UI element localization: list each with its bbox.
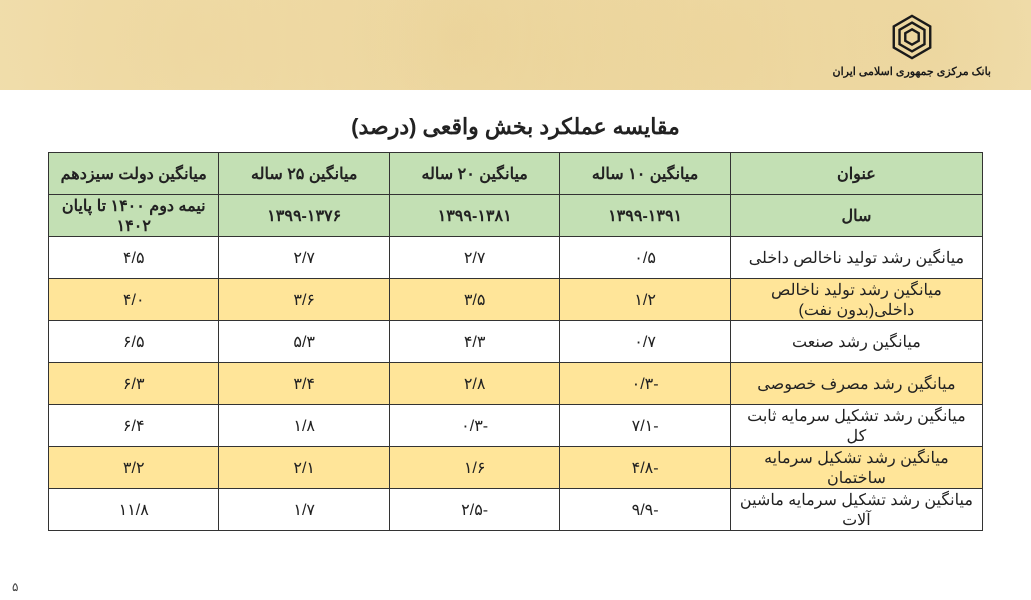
cell-avg25: ۲/۷ bbox=[219, 237, 389, 279]
cell-gov13: ۴/۰ bbox=[49, 279, 219, 321]
header-label: عنوان bbox=[730, 153, 982, 195]
cell-avg25: ۱/۸ bbox=[219, 405, 389, 447]
content: مقایسه عملکرد بخش واقعی (درصد) عنوان میا… bbox=[0, 90, 1031, 531]
logo-block: بانک مرکزی جمهوری اسلامی ایران bbox=[833, 13, 991, 78]
cell-avg10: -۹/۹ bbox=[560, 489, 730, 531]
table-row: میانگین رشد تشکیل سرمایه ساختمان -۴/۸ ۱/… bbox=[49, 447, 983, 489]
header-year-avg20: ۱۳۹۹-۱۳۸۱ bbox=[389, 195, 559, 237]
cell-avg25: ۳/۴ bbox=[219, 363, 389, 405]
cell-avg10: ۰/۷ bbox=[560, 321, 730, 363]
table-header-row-2: سال ۱۳۹۹-۱۳۹۱ ۱۳۹۹-۱۳۸۱ ۱۳۹۹-۱۳۷۶ نیمه د… bbox=[49, 195, 983, 237]
cell-gov13: ۶/۵ bbox=[49, 321, 219, 363]
row-label: میانگین رشد صنعت bbox=[730, 321, 982, 363]
cell-avg20: ۴/۳ bbox=[389, 321, 559, 363]
cell-avg10: -۴/۸ bbox=[560, 447, 730, 489]
cell-gov13: ۴/۵ bbox=[49, 237, 219, 279]
table-row: میانگین رشد مصرف خصوصی -۰/۳ ۲/۸ ۳/۴ ۶/۳ bbox=[49, 363, 983, 405]
cell-avg20: -۰/۳ bbox=[389, 405, 559, 447]
row-label: میانگین رشد تشکیل سرمایه ماشین آلات bbox=[730, 489, 982, 531]
table-header-row-1: عنوان میانگین ۱۰ ساله میانگین ۲۰ ساله می… bbox=[49, 153, 983, 195]
cell-gov13: ۱۱/۸ bbox=[49, 489, 219, 531]
row-label: میانگین رشد تولید ناخالص داخلی(بدون نفت) bbox=[730, 279, 982, 321]
row-label: میانگین رشد مصرف خصوصی bbox=[730, 363, 982, 405]
table-row: میانگین رشد تشکیل سرمایه ماشین آلات -۹/۹… bbox=[49, 489, 983, 531]
banner: بانک مرکزی جمهوری اسلامی ایران bbox=[0, 0, 1031, 90]
cell-avg10: -۰/۳ bbox=[560, 363, 730, 405]
table-row: میانگین رشد تشکیل سرمایه ثابت کل -۷/۱ -۰… bbox=[49, 405, 983, 447]
cell-gov13: ۶/۳ bbox=[49, 363, 219, 405]
table-row: میانگین رشد تولید ناخالص داخلی ۰/۵ ۲/۷ ۲… bbox=[49, 237, 983, 279]
cell-avg25: ۱/۷ bbox=[219, 489, 389, 531]
cell-avg25: ۲/۱ bbox=[219, 447, 389, 489]
cell-avg20: ۲/۷ bbox=[389, 237, 559, 279]
cell-avg10: ۰/۵ bbox=[560, 237, 730, 279]
cell-avg20: ۳/۵ bbox=[389, 279, 559, 321]
table-row: میانگین رشد صنعت ۰/۷ ۴/۳ ۵/۳ ۶/۵ bbox=[49, 321, 983, 363]
row-label: میانگین رشد تولید ناخالص داخلی bbox=[730, 237, 982, 279]
table-row: میانگین رشد تولید ناخالص داخلی(بدون نفت)… bbox=[49, 279, 983, 321]
page-number: ۵ bbox=[12, 580, 18, 594]
logo-label: بانک مرکزی جمهوری اسلامی ایران bbox=[833, 65, 991, 78]
header-gov13: میانگین دولت سیزدهم bbox=[49, 153, 219, 195]
cell-avg10: -۷/۱ bbox=[560, 405, 730, 447]
header-year-avg10: ۱۳۹۹-۱۳۹۱ bbox=[560, 195, 730, 237]
cell-avg25: ۳/۶ bbox=[219, 279, 389, 321]
cell-avg20: ۱/۶ bbox=[389, 447, 559, 489]
row-label: میانگین رشد تشکیل سرمایه ثابت کل bbox=[730, 405, 982, 447]
header-avg20: میانگین ۲۰ ساله bbox=[389, 153, 559, 195]
cell-avg25: ۵/۳ bbox=[219, 321, 389, 363]
cell-avg20: ۲/۸ bbox=[389, 363, 559, 405]
header-year-avg25: ۱۳۹۹-۱۳۷۶ bbox=[219, 195, 389, 237]
header-year-label: سال bbox=[730, 195, 982, 237]
cell-avg10: ۱/۲ bbox=[560, 279, 730, 321]
bank-logo-icon bbox=[888, 13, 936, 61]
cell-avg20: -۲/۵ bbox=[389, 489, 559, 531]
cell-gov13: ۳/۲ bbox=[49, 447, 219, 489]
cell-gov13: ۶/۴ bbox=[49, 405, 219, 447]
header-avg10: میانگین ۱۰ ساله bbox=[560, 153, 730, 195]
comparison-table: عنوان میانگین ۱۰ ساله میانگین ۲۰ ساله می… bbox=[48, 152, 983, 531]
page-title: مقایسه عملکرد بخش واقعی (درصد) bbox=[48, 114, 983, 140]
header-avg25: میانگین ۲۵ ساله bbox=[219, 153, 389, 195]
row-label: میانگین رشد تشکیل سرمایه ساختمان bbox=[730, 447, 982, 489]
header-year-gov13: نیمه دوم ۱۴۰۰ تا پایان ۱۴۰۲ bbox=[49, 195, 219, 237]
